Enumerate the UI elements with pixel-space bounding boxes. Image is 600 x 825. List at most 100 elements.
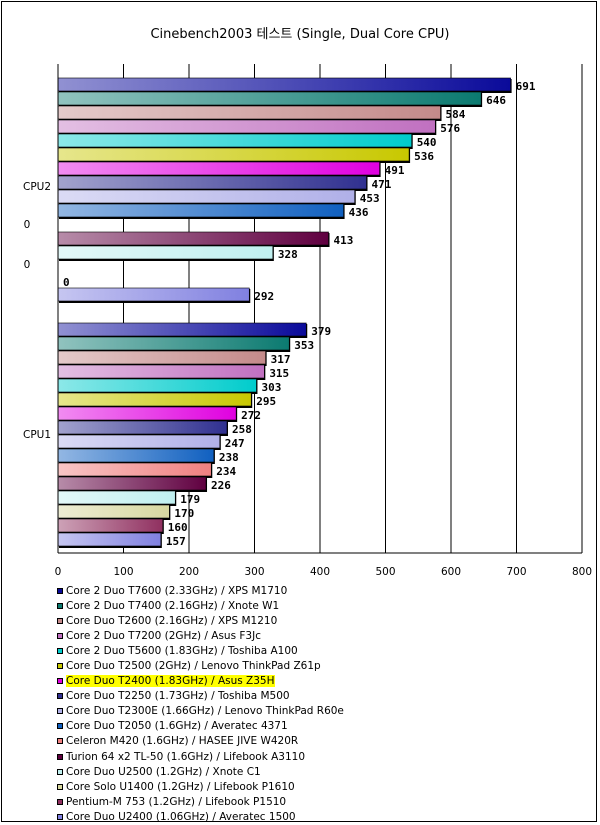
bar-value-label: 413	[334, 234, 354, 247]
legend-label: Core Duo U2500 (1.2GHz) / Xnote C1	[66, 765, 261, 778]
legend-label: Core 2 Duo T7200 (2GHz) / Asus F3Jc	[66, 629, 261, 642]
legend-swatch	[57, 632, 63, 639]
bar	[57, 161, 380, 176]
bar-value-label: 247	[225, 437, 245, 450]
x-tick-label: 100	[113, 566, 133, 578]
bar-value-label: 234	[216, 465, 236, 478]
chart-title: Cinebench2003 테스트 (Single, Dual Core CPU…	[150, 27, 449, 42]
legend-label: Core Duo T2400 (1.83GHz) / Asus Z35H	[66, 675, 275, 688]
bar-value-label: 226	[211, 479, 231, 492]
legend-label: Core Duo T2250 (1.73GHz) / Toshiba M500	[66, 690, 290, 703]
legend-item: Core Duo T2250 (1.73GHz) / Toshiba M500	[57, 689, 477, 704]
legend-label: Core Solo U1400 (1.2GHz) / Lifebook P161…	[66, 780, 295, 793]
legend-label: Pentium-M 753 (1.2GHz) / Lifebook P1510	[66, 795, 287, 808]
bar-value-label: 317	[271, 353, 291, 366]
legend-swatch	[57, 768, 63, 775]
bar	[57, 504, 170, 519]
bar	[57, 434, 221, 449]
legend-label: Core Duo T2600 (2.16GHz) / XPS M1210	[66, 614, 278, 627]
legend-swatch	[57, 798, 63, 805]
category-label: CPU2	[23, 181, 51, 193]
legend-item: Core 2 Duo T7200 (2GHz) / Asus F3Jc	[57, 628, 477, 643]
bar-value-label: 0	[63, 276, 70, 289]
bar-value-label: 160	[168, 521, 188, 534]
legend-item: Core Duo T2500 (2GHz) / Lenovo ThinkPad …	[57, 658, 477, 673]
bar	[57, 133, 413, 148]
x-tick-label: 500	[375, 566, 395, 578]
legend-label: Core Duo U2400 (1.06GHz) / Averatec 1500	[66, 810, 296, 823]
bar-value-label: 238	[219, 451, 239, 464]
bar	[57, 203, 344, 218]
bar-value-label: 170	[174, 507, 194, 520]
legend-item: Core Duo T2400 (1.83GHz) / Asus Z35H	[57, 674, 477, 689]
bar	[57, 245, 274, 260]
legend-swatch	[57, 813, 63, 820]
legend-swatch	[57, 738, 63, 745]
x-tick-label: 200	[179, 566, 199, 578]
x-tick-label: 700	[506, 566, 526, 578]
bar-value-label: 295	[256, 395, 276, 408]
bar-value-label: 353	[294, 339, 314, 352]
bar	[57, 147, 410, 162]
bar-value-label: 328	[278, 248, 298, 261]
bar	[57, 420, 228, 435]
legend-swatch	[57, 723, 63, 730]
x-tick-label: 600	[441, 566, 461, 578]
bar	[57, 350, 266, 365]
bar	[57, 105, 441, 120]
legend: Core 2 Duo T7600 (2.33GHz) / XPS M1710 Co…	[57, 583, 477, 825]
legend-item: Core 2 Duo T5600 (1.83GHz) / Toshiba A10…	[57, 643, 477, 658]
legend-swatch	[57, 602, 63, 609]
legend-label: Core Duo T2300E (1.66GHz) / Lenovo Think…	[66, 705, 344, 718]
bar	[57, 91, 482, 106]
legend-label: Core Duo T2500 (2GHz) / Lenovo ThinkPad …	[66, 660, 321, 673]
category-label: 0	[24, 259, 31, 271]
bar-value-label: 258	[232, 423, 252, 436]
x-tick-label: 400	[310, 566, 330, 578]
legend-swatch	[57, 617, 63, 624]
bar-value-label: 584	[446, 108, 466, 121]
bar	[57, 175, 367, 190]
legend-item: Core Duo T2300E (1.66GHz) / Lenovo Think…	[57, 704, 477, 719]
bar	[57, 462, 212, 477]
legend-swatch	[57, 587, 63, 594]
legend-item: Core Duo T2600 (2.16GHz) / XPS M1210	[57, 613, 477, 628]
bar-value-label: 292	[254, 290, 274, 303]
bar-value-label: 179	[180, 493, 200, 506]
legend-item: Core 2 Duo T7400 (2.16GHz) / Xnote W1	[57, 598, 477, 613]
bar-value-label: 453	[360, 192, 380, 205]
legend-item: Pentium-M 753 (1.2GHz) / Lifebook P1510	[57, 794, 477, 809]
legend-label: Core 2 Duo T7400 (2.16GHz) / Xnote W1	[66, 599, 280, 612]
legend-swatch	[57, 693, 63, 700]
legend-swatch	[57, 663, 63, 670]
bar	[57, 532, 162, 547]
bar	[57, 77, 511, 92]
legend-item: Core Duo T2050 (1.6GHz) / Averatec 4371	[57, 719, 477, 734]
bar	[57, 378, 257, 393]
bar	[57, 231, 329, 246]
legend-item: Core 2 Duo T7600 (2.33GHz) / XPS M1710	[57, 583, 477, 598]
legend-item: Core Duo U2400 (1.06GHz) / Averatec 1500	[57, 809, 477, 824]
legend-item: Core Duo U2500 (1.2GHz) / Xnote C1	[57, 764, 477, 779]
legend-item: Core Solo U1400 (1.2GHz) / Lifebook P161…	[57, 779, 477, 794]
legend-swatch	[57, 753, 63, 760]
legend-item: Celeron M420 (1.6GHz) / HASEE JIVE W420R	[57, 734, 477, 749]
bar	[57, 189, 356, 204]
bar-value-label: 540	[417, 136, 437, 149]
legend-label: Core Duo T2050 (1.6GHz) / Averatec 4371	[66, 720, 288, 733]
bar	[57, 287, 250, 302]
bar-value-label: 436	[349, 206, 369, 219]
legend-swatch	[57, 678, 63, 685]
bar-value-label: 691	[516, 80, 536, 93]
category-label: 0	[24, 219, 31, 231]
bar	[57, 119, 436, 134]
bar-value-label: 157	[166, 535, 186, 548]
bar	[57, 490, 176, 505]
legend-swatch	[57, 708, 63, 715]
legend-label: Core 2 Duo T5600 (1.83GHz) / Toshiba A10…	[66, 644, 298, 657]
bar-value-label: 379	[311, 325, 331, 338]
bar	[57, 476, 207, 491]
bar	[57, 364, 265, 379]
